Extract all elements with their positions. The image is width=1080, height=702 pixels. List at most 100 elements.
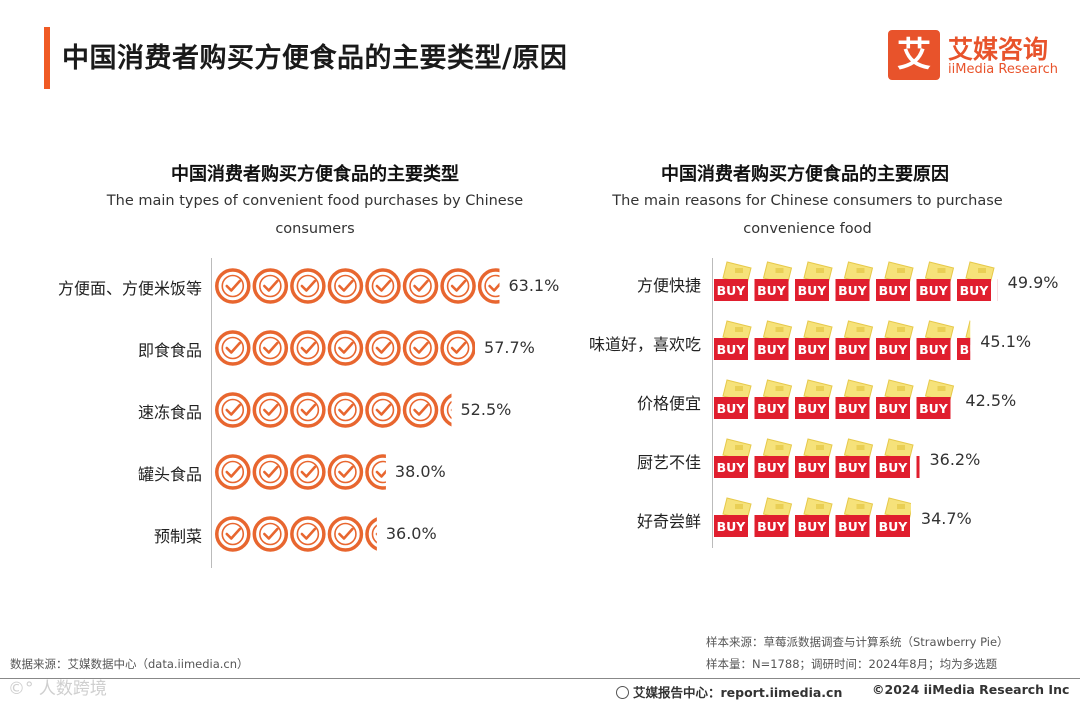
reason-category-label: 味道好，喜欢吃	[588, 335, 701, 354]
type-bar	[215, 268, 500, 304]
reason-category-label: 方便快捷	[636, 276, 701, 295]
buy-tag-icon: BUY	[876, 379, 914, 419]
svg-text:BUY: BUY	[717, 283, 747, 298]
logo-en-text: iiMedia Research	[948, 62, 1059, 77]
buy-tag-icon: BUY	[795, 497, 833, 537]
sample-source: 样本来源：草莓派数据调查与计算系统（Strawberry Pie）	[706, 635, 1009, 649]
svg-text:BUY: BUY	[838, 460, 868, 475]
svg-text:BUY: BUY	[919, 283, 949, 298]
reason-value-label: 45.1%	[980, 332, 1032, 351]
buy-tag-icon: BUY	[876, 320, 914, 360]
check-circle-icon	[365, 268, 401, 304]
type-category-label: 速冻食品	[137, 403, 202, 422]
type-category-label: 即食食品	[137, 341, 202, 360]
buy-tag-icon: BUY	[754, 438, 793, 478]
buy-tag-icon: BUY	[916, 379, 955, 419]
iimedia-logo: 艾 艾媒咨询 iiMedia Research	[888, 30, 1063, 82]
check-circle-icon	[365, 517, 377, 551]
left-chart-axis	[211, 258, 212, 568]
check-circle-icon	[215, 330, 251, 366]
buy-tag-icon: BUY	[957, 320, 990, 360]
check-circle-icon	[365, 330, 401, 366]
page-title: 中国消费者购买方便食品的主要类型/原因	[62, 43, 568, 74]
svg-text:BUY: BUY	[960, 342, 990, 357]
reason-category-label: 好奇尝鲜	[636, 512, 701, 531]
left-chart-title: 中国消费者购买方便食品的主要类型	[171, 164, 459, 185]
type-bar	[215, 330, 476, 366]
type-value-label: 36.0%	[385, 524, 437, 543]
type-bar	[215, 516, 377, 552]
check-circle-icon	[215, 454, 251, 490]
buy-tag-icon: BUY	[754, 261, 793, 301]
buy-tag-icon: BUY	[795, 320, 833, 360]
buy-tag-icon: BUY	[835, 379, 874, 419]
svg-text:BUY: BUY	[798, 342, 828, 357]
svg-text:BUY: BUY	[798, 519, 828, 534]
check-circle-icon	[252, 392, 289, 428]
svg-text:BUY: BUY	[717, 519, 747, 534]
check-circle-icon	[290, 454, 326, 490]
buy-tag-icon: BUY	[714, 379, 752, 419]
check-circle-icon	[327, 392, 364, 428]
svg-text:BUY: BUY	[757, 401, 787, 416]
svg-text:BUY: BUY	[919, 460, 949, 475]
svg-text:BUY: BUY	[919, 401, 949, 416]
svg-text:BUY: BUY	[838, 283, 868, 298]
buy-tag-icon: BUY	[795, 379, 833, 419]
check-circle-icon	[252, 330, 289, 366]
svg-text:BUY: BUY	[757, 519, 787, 534]
buy-tag-icon: BUY	[795, 261, 833, 301]
check-circle-icon	[440, 330, 476, 366]
check-circle-icon	[327, 516, 364, 552]
buy-tag-icon: BUY	[795, 438, 833, 478]
check-circle-icon	[215, 392, 251, 428]
right-chart-title: 中国消费者购买方便食品的主要原因	[661, 164, 949, 185]
svg-text:BUY: BUY	[717, 460, 747, 475]
report-center[interactable]: 艾媒报告中心：report.iimedia.cn	[616, 682, 842, 701]
right-chart-axis	[712, 258, 713, 548]
check-circle-icon	[365, 392, 401, 428]
svg-text:BUY: BUY	[757, 283, 787, 298]
svg-text:BUY: BUY	[838, 519, 868, 534]
buy-tag-icon: BUY	[714, 320, 752, 360]
buy-tag-icon: BUY	[916, 261, 955, 301]
watermark: ©° 人数跨境	[8, 679, 107, 699]
title-accent-bar	[44, 27, 50, 89]
reason-value-label: 36.2%	[929, 450, 981, 469]
check-circle-icon	[290, 392, 326, 428]
svg-text:BUY: BUY	[757, 342, 787, 357]
left-chart-subtitle: The main types of convenient food purcha…	[106, 193, 524, 237]
logo-cn-text: 艾媒咨询	[948, 35, 1049, 64]
logo-mark: 艾	[888, 30, 940, 80]
check-circle-icon	[215, 516, 251, 552]
reason-value-label: 49.9%	[1007, 273, 1059, 292]
buy-tag-icon: BUY	[835, 497, 874, 537]
check-circle-icon	[402, 268, 439, 304]
svg-text:BUY: BUY	[879, 460, 909, 475]
check-circle-icon	[290, 516, 326, 552]
reason-bar: BUY BUY BUY BUY BUY BUY BUY BUY	[714, 261, 998, 301]
check-circle-icon	[252, 516, 289, 552]
reason-value-label: 42.5%	[965, 391, 1017, 410]
check-circle-icon	[402, 330, 439, 366]
type-category-label: 方便面、方便米饭等	[57, 279, 202, 298]
svg-text:BUY: BUY	[757, 460, 787, 475]
type-bar	[215, 392, 452, 428]
data-source: 数据来源：艾媒数据中心（data.iimedia.cn）	[10, 657, 249, 671]
buy-tag-icon: BUY	[714, 261, 752, 301]
svg-text:BUY: BUY	[838, 342, 868, 357]
copyright: ©2024 iiMedia Research Inc	[872, 682, 1070, 697]
check-circle-icon	[477, 268, 500, 304]
svg-text:BUY: BUY	[717, 342, 747, 357]
buy-tag-icon: BUY	[876, 438, 914, 478]
svg-text:BUY: BUY	[879, 342, 909, 357]
check-circle-icon	[327, 330, 364, 366]
buy-tag-icon: BUY	[916, 320, 955, 360]
check-circle-icon	[215, 268, 251, 304]
check-circle-icon	[365, 454, 386, 490]
svg-text:BUY: BUY	[717, 401, 747, 416]
buy-tag-icon: BUY	[714, 497, 752, 537]
sample-info: 样本量：N=1788；调研时间：2024年8月；均为多选题	[706, 657, 998, 671]
check-circle-icon	[327, 268, 364, 304]
svg-text:BUY: BUY	[879, 401, 909, 416]
